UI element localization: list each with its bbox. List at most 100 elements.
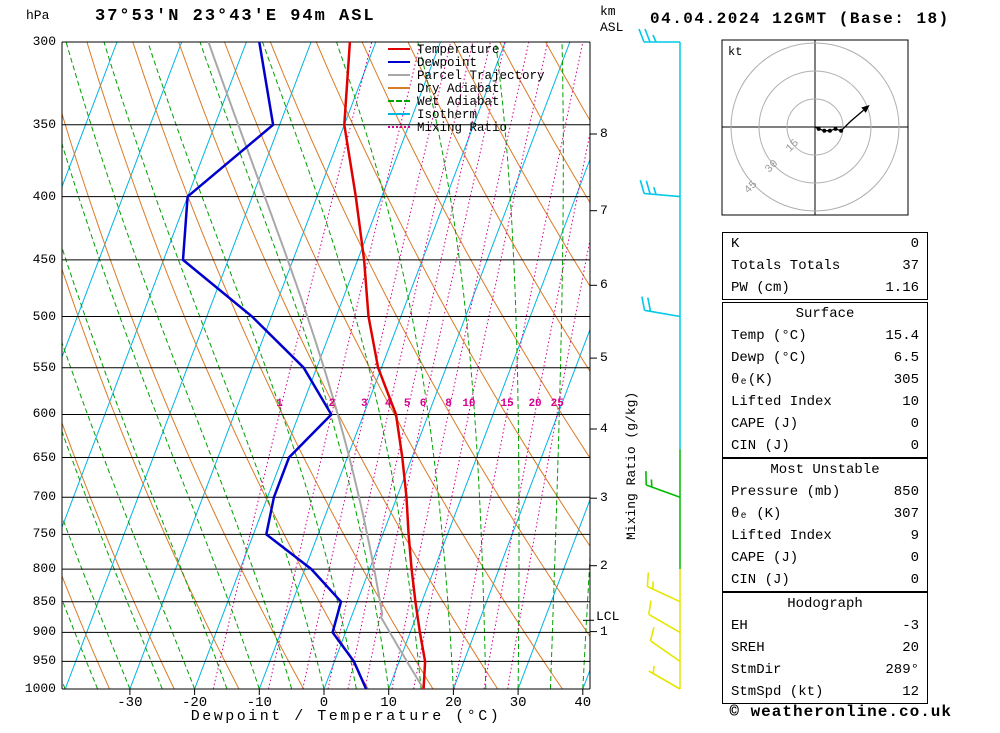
row-label: Dewp (°C) <box>731 350 807 366</box>
legend-item: Isotherm <box>388 109 545 122</box>
km-tick-label: 3 <box>600 490 608 506</box>
row-value: 10 <box>902 394 919 410</box>
table-row: CAPE (J) 0 <box>723 413 927 435</box>
pressure-tick-label: 550 <box>32 359 56 375</box>
pressure-tick-label: 600 <box>32 406 56 422</box>
legend-item: Dewpoint <box>388 57 545 70</box>
copyright: © weatheronline.co.uk <box>729 703 952 721</box>
table-row: Lifted Index 9 <box>723 525 927 547</box>
table-title: Hodograph <box>787 596 863 612</box>
mixing-ratio-value-label: 6 <box>419 398 427 410</box>
row-label: StmSpd (kt) <box>731 684 824 700</box>
indices-table: K 0 Totals Totals 37 PW (cm) 1.16 <box>722 232 928 300</box>
pressure-tick-label: 400 <box>32 188 56 204</box>
wind-barb <box>645 471 681 499</box>
row-value: 305 <box>893 372 919 388</box>
km-tick-label: 2 <box>600 557 608 573</box>
wind-barb <box>649 627 681 663</box>
wind-barb <box>638 28 680 43</box>
temperature-tick-label: -10 <box>246 695 272 711</box>
km-tick-label: 4 <box>600 420 608 436</box>
table-row: Lifted Index 10 <box>723 391 927 413</box>
hodograph-ring-label: 45 <box>742 179 760 197</box>
row-label: Totals Totals <box>731 258 841 274</box>
x-axis-label: Dewpoint / Temperature (°C) <box>190 708 502 725</box>
row-value: -3 <box>902 618 919 634</box>
most-unstable-table: Most Unstable Pressure (mb) 850 θₑ (K) 307… <box>722 458 928 592</box>
row-label: StmDir <box>731 662 782 678</box>
hodograph-unit-label: kt <box>728 45 742 59</box>
mixing-ratio-value-label: 10 <box>462 398 476 410</box>
legend-line-swatch <box>388 61 410 63</box>
legend-line-swatch <box>388 113 410 115</box>
temperature-tick-label: 20 <box>444 695 462 711</box>
sounding-curves <box>181 42 427 689</box>
hodograph-ring-label: 30 <box>763 158 781 176</box>
row-label: EH <box>731 618 748 634</box>
datetime-title: 04.04.2024 12GMT (Base: 18) <box>650 10 950 28</box>
table-row: EH -3 <box>723 615 927 637</box>
row-value: 0 <box>910 550 919 566</box>
legend-item: Temperature <box>388 44 545 57</box>
row-label: Pressure (mb) <box>731 484 841 500</box>
mixing-ratio-value-label: 1 <box>276 398 283 410</box>
mixing-ratio-value-label: 15 <box>500 398 514 410</box>
row-value: 0 <box>910 438 919 454</box>
mixing-ratio-value-label: 8 <box>445 398 452 410</box>
wind-barb <box>641 296 681 318</box>
mixing-ratio-value-label: 2 <box>328 398 336 410</box>
hodograph-trace-arrowhead <box>861 105 870 113</box>
table-row: Totals Totals 37 <box>723 255 927 277</box>
table-row: Temp (°C) 15.4 <box>723 325 927 347</box>
row-label: Lifted Index <box>731 528 832 544</box>
km-tick-label: 5 <box>600 350 608 366</box>
pressure-tick-label: 350 <box>32 116 56 132</box>
row-value: 850 <box>893 484 919 500</box>
pressure-unit-label: hPa <box>26 8 50 23</box>
row-label: K <box>731 236 740 252</box>
legend-label: Isotherm <box>417 108 478 122</box>
wet-adiabat-lines <box>62 42 590 689</box>
row-label: CAPE (J) <box>731 550 799 566</box>
mixing-ratio-value-label: 4 <box>384 398 392 410</box>
mixing-ratio-lines <box>212 42 590 689</box>
table-row: PW (cm) 1.16 <box>723 277 927 299</box>
pressure-tick-label: 750 <box>32 526 56 542</box>
hodograph-ring-label: 15 <box>784 137 802 155</box>
pressure-tick-label: 300 <box>32 34 56 49</box>
wind-barb <box>648 665 681 690</box>
row-value: 289° <box>885 662 919 678</box>
table-row: CIN (J) 0 <box>723 435 927 457</box>
row-label: CIN (J) <box>731 438 790 454</box>
row-label: Lifted Index <box>731 394 832 410</box>
wind-barb <box>639 179 681 198</box>
temperature-tick-label: 0 <box>319 695 329 711</box>
table-row: θₑ (K) 307 <box>723 503 927 525</box>
row-value: 0 <box>910 236 919 252</box>
pressure-tick-label: 950 <box>32 653 56 669</box>
table-row: Pressure (mb) 850 <box>723 481 927 503</box>
hodograph-table: Hodograph EH -3 SREH 20 StmDir 289° StmSpd … <box>722 592 928 704</box>
wind-barb-column <box>638 28 681 690</box>
pressure-tick-label: 900 <box>32 624 56 640</box>
km-tick-label: 8 <box>600 125 608 141</box>
pressure-tick-label: 500 <box>32 308 56 324</box>
km-tick-label: 1 <box>600 623 608 639</box>
legend-label: Temperature <box>417 43 500 57</box>
temperature-tick-label: 10 <box>380 695 398 711</box>
row-label: CAPE (J) <box>731 416 799 432</box>
pressure-tick-label: 850 <box>32 593 56 609</box>
row-value: 1.16 <box>885 280 919 296</box>
row-label: SREH <box>731 640 765 656</box>
row-label: θₑ (K) <box>731 506 782 522</box>
pressure-tick-label: 450 <box>32 251 56 267</box>
dewpoint-curve <box>181 42 368 689</box>
km-axis-unit-label: km <box>600 4 616 19</box>
legend-item: Parcel Trajectory <box>388 70 545 83</box>
row-value: 37 <box>902 258 919 274</box>
table-row: SREH 20 <box>723 637 927 659</box>
legend-item: Wet Adiabat <box>388 96 545 109</box>
legend-line-swatch <box>388 126 410 128</box>
